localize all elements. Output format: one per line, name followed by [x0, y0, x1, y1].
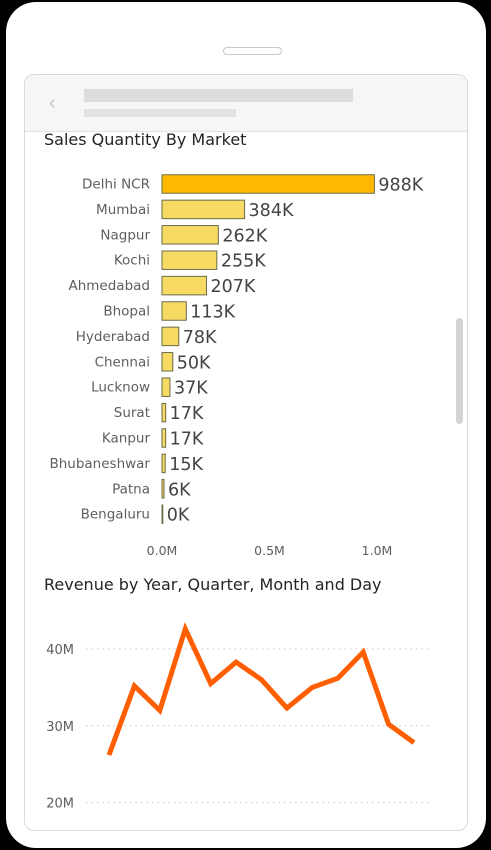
data-label: 262K	[222, 226, 267, 246]
data-label: 113K	[190, 303, 235, 323]
category-label: Nagpur	[100, 227, 150, 243]
bar	[161, 174, 375, 194]
category-label: Patna	[112, 481, 150, 497]
revenue-series-line	[106, 622, 416, 756]
bar	[161, 479, 165, 499]
category-label: Kochi	[114, 253, 150, 269]
line-chart-title: Revenue by Year, Quarter, Month and Day	[44, 575, 382, 594]
category-label: Chennai	[95, 354, 150, 370]
y-tick-label: 40M	[46, 643, 74, 658]
data-label: 17K	[170, 404, 204, 424]
data-label: 988K	[378, 176, 423, 196]
bar	[161, 377, 171, 397]
bar-chart-title: Sales Quantity By Market	[44, 130, 247, 149]
data-label: 17K	[170, 430, 204, 450]
bar	[161, 402, 167, 423]
bar	[161, 453, 166, 474]
bar	[161, 428, 167, 448]
bar	[161, 301, 187, 321]
bar	[161, 250, 218, 270]
chevron-left-icon[interactable]: ‹	[49, 92, 56, 114]
x-tick-label: 1.0M	[362, 543, 393, 558]
subtitle-placeholder	[84, 109, 236, 117]
title-placeholder	[84, 89, 353, 102]
report-card: ‹	[24, 74, 468, 831]
bar	[161, 326, 180, 347]
scrollbar-thumb[interactable]	[456, 318, 463, 424]
category-label: Hyderabad	[76, 329, 150, 345]
bar	[161, 352, 174, 372]
data-label: 78K	[183, 328, 217, 348]
category-label: Kanpur	[102, 431, 151, 447]
category-label: Bhopal	[103, 304, 150, 320]
bar	[161, 275, 208, 296]
category-label: Delhi NCR	[82, 177, 150, 193]
category-label: Lucknow	[91, 380, 150, 396]
y-tick-label: 30M	[46, 720, 74, 735]
speaker-notch	[223, 47, 282, 55]
category-label: Ahmedabad	[68, 278, 150, 294]
category-label: Surat	[114, 405, 150, 421]
data-label: 255K	[221, 252, 266, 272]
data-label: 37K	[174, 379, 208, 399]
bar	[161, 199, 246, 220]
y-tick-label: 20M	[46, 797, 74, 812]
data-label: 6K	[168, 480, 191, 500]
x-tick-label: 0.5M	[254, 543, 285, 558]
data-label: 0K	[167, 506, 190, 526]
category-label: Bhubaneshwar	[49, 456, 150, 472]
category-label: Mumbai	[96, 202, 150, 218]
data-label: 207K	[211, 277, 256, 297]
category-label: Bengaluru	[81, 507, 150, 523]
bar	[161, 225, 219, 245]
data-label: 50K	[177, 353, 211, 373]
report-header: ‹	[25, 75, 467, 132]
bar	[161, 504, 164, 524]
data-label: 384K	[249, 201, 294, 221]
data-label: 15K	[169, 455, 203, 475]
x-tick-label: 0.0M	[147, 543, 178, 558]
